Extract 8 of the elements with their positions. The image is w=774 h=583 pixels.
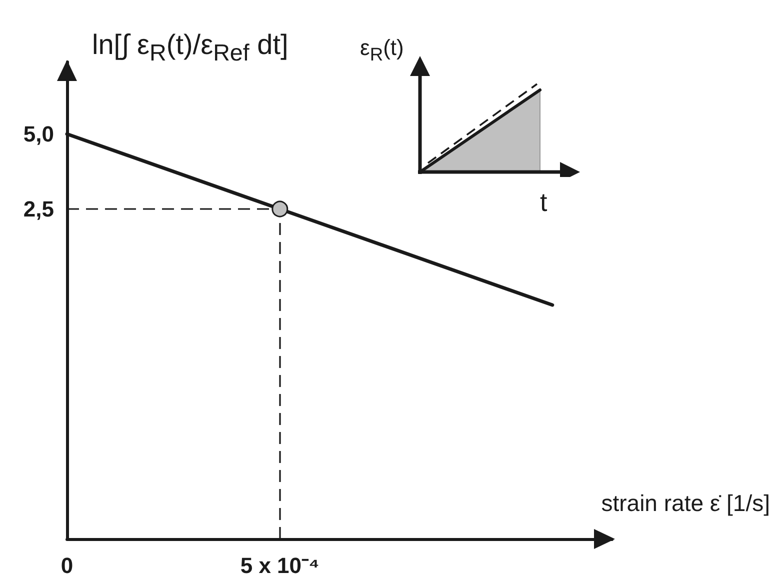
x-tick-label: 5 x 10⁻⁴ <box>240 553 320 579</box>
y-tick-label: 5,0 <box>23 122 54 146</box>
annotation: t <box>540 187 548 217</box>
y-tick-label: 2,5 <box>23 196 54 222</box>
x-axis-title: strain rate ε̇ [1/s] <box>601 489 770 518</box>
y-axis-title: ln[∫ ε$_{R}$(t)/ε$_{Ref}$ dt] <box>92 28 288 68</box>
annotation: ε$_{R}$(t) <box>360 34 404 66</box>
x-tick-label: 0 <box>60 553 74 579</box>
